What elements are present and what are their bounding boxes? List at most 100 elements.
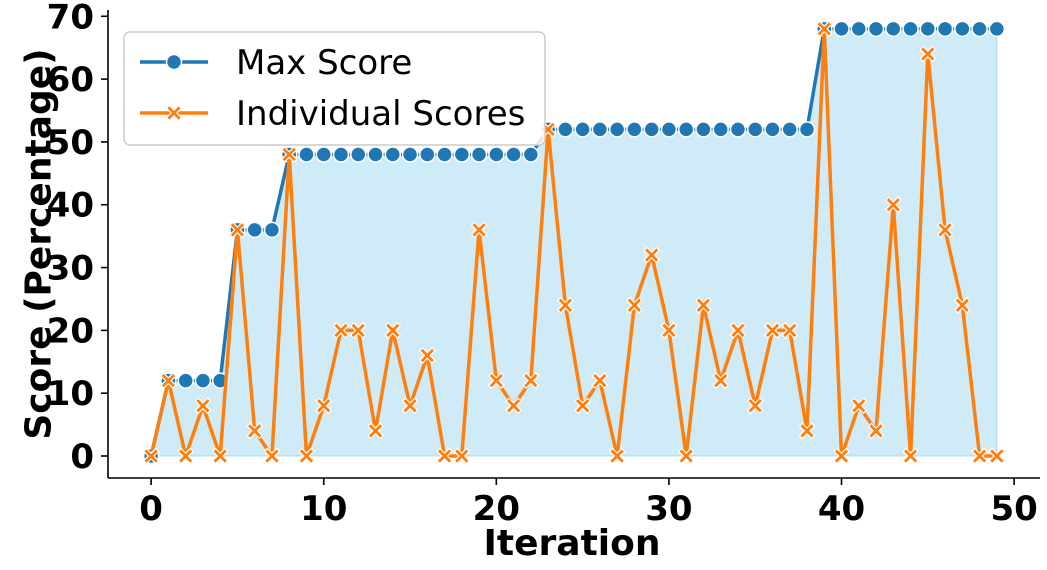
max-score-point [557, 121, 574, 138]
x-tick-label: 20 [473, 489, 520, 529]
individual-score-point [418, 347, 436, 364]
individual-score-point [884, 196, 902, 214]
individual-score-point [263, 447, 281, 465]
axes [107, 10, 1040, 479]
max-score-point [660, 121, 678, 138]
y-tick-label: 50 [47, 123, 94, 163]
max-score-point [194, 372, 212, 389]
legend-box [123, 31, 546, 146]
max-score-point [902, 20, 919, 38]
y-tick-label: 20 [47, 311, 94, 351]
individual-score-point [781, 322, 799, 339]
max-score-point [505, 146, 522, 163]
individual-score-point [487, 372, 505, 389]
max-score-point [850, 20, 868, 38]
max-score-point [781, 121, 798, 138]
max-score-point [315, 146, 332, 163]
max-score-point [350, 146, 367, 163]
individual-score-point [729, 322, 747, 339]
max-score-point [332, 146, 350, 163]
individual-score-point [695, 296, 712, 314]
y-tick-label: 40 [47, 186, 94, 226]
individual-score-point [867, 422, 885, 440]
individual-score-point [764, 322, 781, 339]
individual-score-point [557, 296, 574, 314]
max-score-point [384, 146, 402, 163]
individual-score-point [953, 296, 971, 314]
max-score-point [971, 20, 988, 38]
y-tick-label: 70 [47, 0, 94, 37]
max-score-point [453, 146, 471, 163]
legend-marker-max-score [165, 53, 183, 71]
y-axis-title: Score (Percentage) [19, 48, 60, 439]
legend-item-individual-scores: Individual Scores [140, 94, 525, 134]
individual-score-point [971, 447, 988, 465]
max-score-point [764, 121, 781, 138]
max-score-point [298, 146, 315, 163]
max-score-point [419, 146, 436, 163]
individual-score-point [677, 447, 695, 465]
x-tick-label: 30 [645, 489, 692, 529]
individual-score-point [142, 447, 160, 465]
series-individual-scores [142, 20, 1006, 465]
max-score-point [712, 121, 729, 138]
max-score-point [936, 20, 954, 38]
x-tick-label: 10 [300, 489, 347, 529]
individual-score-point [246, 422, 264, 440]
individual-score-point [850, 397, 868, 415]
individual-scores-line [149, 27, 997, 458]
individual-score-point [470, 221, 488, 239]
individual-score-point [384, 322, 402, 339]
y-tick-label: 0 [70, 437, 94, 477]
individual-score-point [988, 447, 1006, 465]
y-tick-label: 60 [47, 60, 94, 100]
individual-score-point [660, 322, 678, 339]
individual-score-point [626, 296, 643, 314]
individual-score-point [229, 221, 246, 239]
individual-score-point [332, 322, 350, 339]
max-score-point [677, 121, 695, 138]
legend-label-individual-scores: Individual Scores [236, 94, 525, 134]
max-score-point [608, 121, 626, 138]
individual-score-point [367, 422, 384, 440]
legend-item-max-score: Max Score [140, 43, 412, 83]
individual-score-point [902, 447, 919, 465]
max-score-point [746, 121, 764, 138]
individual-score-point [349, 322, 367, 339]
max-score-point [401, 146, 419, 163]
max-score-point [919, 20, 937, 38]
y-tick-label: 30 [47, 249, 94, 289]
max-score-point [436, 146, 453, 163]
max-score-point [885, 20, 902, 38]
max-score-point [246, 221, 263, 239]
max-score-point [263, 221, 281, 239]
x-tick-label: 40 [818, 489, 865, 529]
max-score-point [798, 121, 816, 138]
individual-score-point [919, 45, 937, 63]
max-score-point [574, 121, 591, 138]
x-axis-title: Iteration [484, 523, 661, 564]
max-score-point [367, 146, 384, 163]
individual-score-point [211, 447, 229, 465]
individual-score-point [177, 447, 195, 465]
max-score-point [488, 146, 505, 163]
individual-score-point [505, 397, 522, 415]
max-score-point [522, 146, 540, 163]
max-score-point [643, 121, 660, 138]
individual-score-point [643, 246, 661, 264]
max-score-point [867, 20, 885, 38]
legend-marker-individual-scores [165, 104, 183, 122]
max-score-point [626, 121, 643, 138]
max-score-point [954, 20, 971, 38]
max-score-point [591, 121, 609, 138]
ticks: 0 10 20 30 40 50 60 70 0 10 20 30 40 50 [47, 0, 1038, 529]
individual-score-point [712, 372, 730, 389]
individual-score-point [608, 447, 626, 465]
max-score-point [729, 121, 747, 138]
max-score-point [470, 146, 488, 163]
x-tick-label: 50 [990, 489, 1037, 529]
max-score-point [833, 20, 850, 38]
individual-score-point [280, 146, 298, 163]
